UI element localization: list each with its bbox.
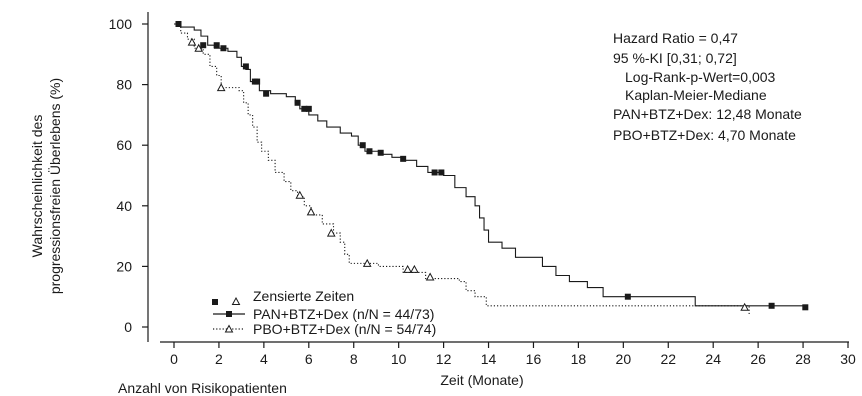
y-tick-label: 0: [124, 319, 132, 335]
x-tick-label: 16: [526, 351, 542, 367]
x-tick-label: 20: [616, 351, 632, 367]
legend-censor-label: Zensierte Zeiten: [253, 288, 354, 304]
series-layer: [174, 21, 809, 315]
y-axis-title-line2: progressionsfreien Überlebens (%): [46, 78, 63, 294]
legend: Zensierte Zeiten PAN+BTZ+Dex (n/N = 44/7…: [212, 288, 436, 337]
x-tick-label: 12: [436, 351, 452, 367]
series-pan-censor-point: [768, 302, 775, 309]
x-tick-label: 22: [660, 351, 676, 367]
series-pan: [174, 21, 809, 311]
series-pan-censor-point: [400, 155, 407, 162]
series-pan-censor-point: [213, 42, 220, 49]
risk-table-label: Anzahl von Risikopatienten: [118, 380, 287, 396]
x-tick-label: 4: [260, 351, 268, 367]
series-pbo-censor-point: [306, 207, 316, 216]
series-pan-censor-point: [220, 45, 227, 52]
y-tick-label: 40: [116, 198, 132, 214]
x-tick-label: 24: [705, 351, 721, 367]
series-pan-censor-point: [624, 293, 631, 300]
x-tick-label: 0: [170, 351, 178, 367]
y-axis-title-line1: Wahrscheinlichkeit des: [29, 115, 45, 258]
series-pbo-censor-point: [326, 228, 336, 237]
series-pbo-censor-point: [403, 264, 412, 273]
annotation-log-rank: Log-Rank-p-Wert=0,003: [625, 69, 776, 85]
series-pbo-censor-point: [410, 264, 419, 273]
annotation-hazard-ratio: Hazard Ratio = 0,47: [613, 30, 738, 46]
series-pan-censor-point: [200, 42, 207, 49]
series-pan-censor-point: [431, 169, 438, 176]
annotation-confidence-interval: 95 %-KI [0,31; 0,72]: [613, 50, 737, 66]
x-tick-label: 18: [571, 351, 587, 367]
series-pan-censor-point: [175, 21, 182, 27]
series-pbo-censor-point: [187, 37, 197, 46]
series-pan-censor-point: [802, 304, 809, 311]
statistics-annotation: Hazard Ratio = 0,47 95 %-KI [0,31; 0,72]…: [613, 30, 802, 143]
legend-pbo-label: PBO+BTZ+Dex (n/N = 54/74): [253, 321, 436, 337]
series-pan-censor-point: [254, 78, 261, 85]
series-pan-censor-point: [438, 169, 445, 176]
annotation-median-pbo: PBO+BTZ+Dex: 4,70 Monate: [613, 127, 796, 143]
series-pan-censor-point: [294, 99, 301, 106]
y-tick-label: 20: [116, 258, 132, 274]
annotation-km-median-title: Kaplan-Meier-Mediane: [625, 87, 767, 103]
legend-pan-label: PAN+BTZ+Dex (n/N = 44/73): [253, 306, 434, 322]
x-tick-label: 2: [215, 351, 223, 367]
y-axis-title: Wahrscheinlichkeit des progressionsfreie…: [29, 78, 63, 294]
series-pan-censor-point: [359, 142, 366, 149]
x-tick-label: 8: [350, 351, 358, 367]
y-ticks: 0 20 40 60 80 100: [109, 16, 148, 335]
series-pbo-censor-point: [216, 83, 226, 92]
series-pbo: [174, 23, 750, 315]
series-pbo-line: [174, 23, 750, 315]
x-tick-label: 26: [750, 351, 766, 367]
series-pbo-censor-point: [295, 190, 305, 199]
axes: [147, 12, 849, 343]
series-pan-censor-point: [366, 148, 373, 155]
legend-pan-marker: [226, 311, 232, 317]
series-pan-censor-point: [305, 105, 312, 112]
series-pbo-censor-point: [740, 302, 749, 311]
series-pbo-censor-point: [362, 258, 372, 267]
y-tick-label: 60: [116, 137, 132, 153]
x-tick-label: 28: [795, 351, 811, 367]
series-pan-line: [174, 23, 804, 307]
x-tick-label: 6: [305, 351, 313, 367]
x-ticks: 0 2 4 6 8 10 12 14 16 18 20 22 24 26 28 30: [170, 342, 856, 367]
annotation-median-pan: PAN+BTZ+Dex: 12,48 Monate: [613, 106, 802, 122]
series-pan-censor-point: [301, 105, 308, 112]
x-tick-label: 10: [391, 351, 407, 367]
y-tick-label: 80: [116, 77, 132, 93]
y-tick-label: 100: [109, 16, 133, 32]
legend-pbo-marker: [224, 324, 234, 333]
legend-censor-square-icon: [212, 299, 218, 305]
series-pan-censor-point: [242, 63, 249, 70]
series-pbo-censor-point: [194, 43, 204, 52]
legend-censor-triangle-icon: [231, 296, 241, 305]
series-pan-censor-point: [377, 149, 384, 156]
x-axis-title: Zeit (Monate): [440, 372, 523, 388]
series-pan-censor-point: [263, 90, 270, 97]
series-pbo-censor-point: [425, 272, 435, 281]
x-tick-label: 14: [481, 351, 497, 367]
x-tick-label: 30: [840, 351, 856, 367]
